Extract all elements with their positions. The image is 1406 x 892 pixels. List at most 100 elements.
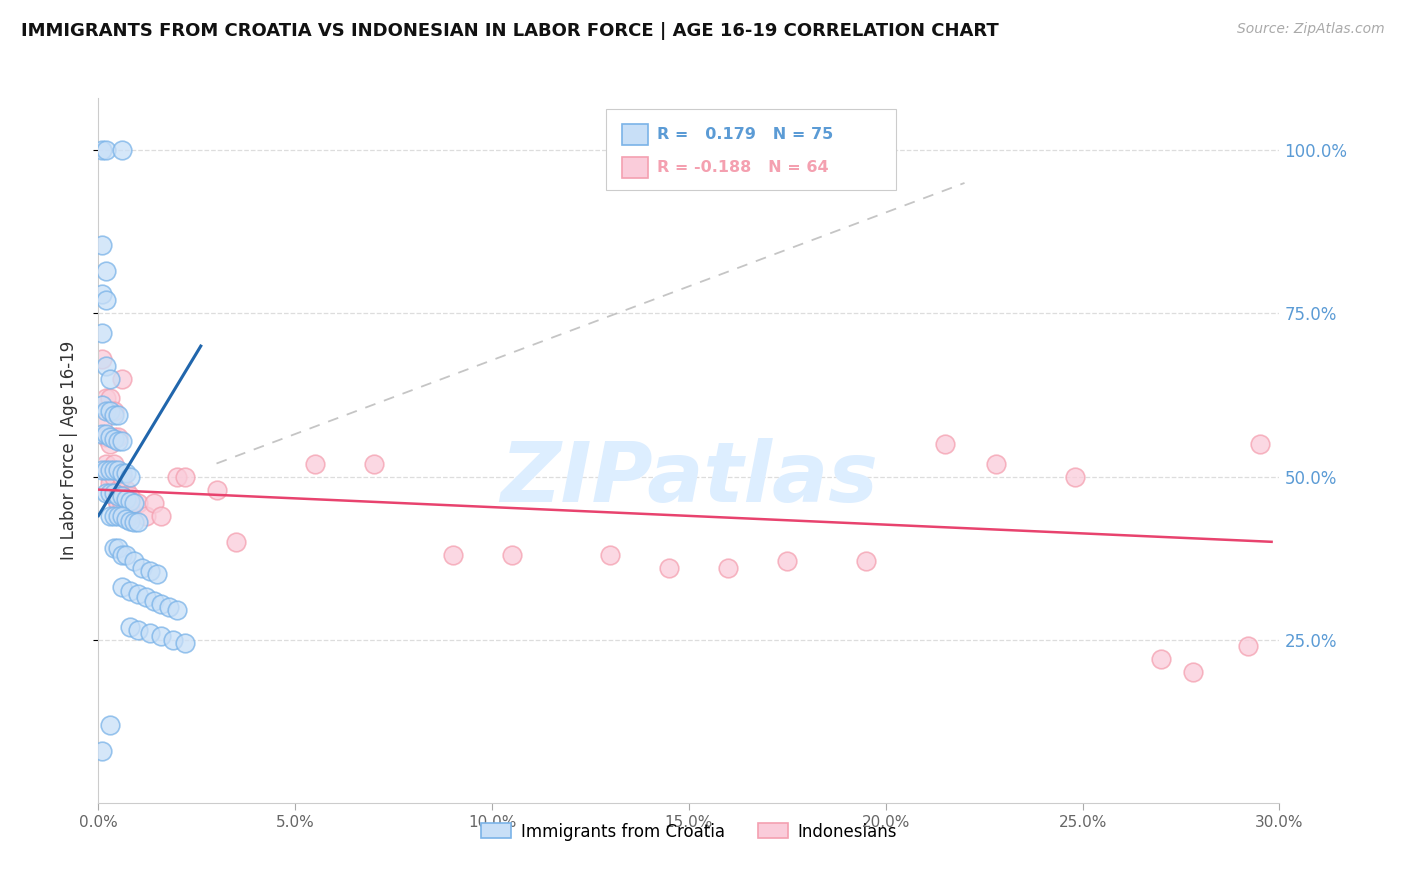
- Point: [103, 457, 125, 471]
- Point: [111, 467, 134, 481]
- FancyBboxPatch shape: [621, 157, 648, 178]
- Point: [91, 398, 114, 412]
- Point: [103, 432, 125, 446]
- Point: [115, 467, 138, 481]
- Point: [205, 483, 228, 497]
- Point: [174, 636, 197, 650]
- Point: [98, 486, 121, 500]
- Point: [150, 629, 173, 643]
- Point: [107, 463, 129, 477]
- Text: R =   0.179   N = 75: R = 0.179 N = 75: [657, 128, 834, 142]
- Point: [658, 561, 681, 575]
- Point: [135, 508, 157, 523]
- Point: [855, 554, 877, 568]
- Point: [1249, 437, 1271, 451]
- Point: [98, 469, 121, 483]
- Point: [96, 427, 118, 442]
- Point: [111, 581, 134, 595]
- Point: [1150, 652, 1173, 666]
- Point: [501, 548, 523, 562]
- Point: [91, 427, 114, 442]
- Y-axis label: In Labor Force | Age 16-19: In Labor Force | Age 16-19: [59, 341, 77, 560]
- Point: [107, 469, 129, 483]
- Point: [118, 583, 141, 598]
- Point: [107, 496, 129, 510]
- Point: [776, 554, 799, 568]
- Point: [111, 469, 134, 483]
- Point: [127, 587, 149, 601]
- Point: [98, 391, 121, 405]
- Point: [98, 476, 121, 491]
- Point: [118, 489, 141, 503]
- Point: [138, 564, 160, 578]
- Point: [103, 463, 125, 477]
- Point: [115, 512, 138, 526]
- Point: [118, 494, 141, 508]
- Point: [98, 430, 121, 444]
- Point: [111, 469, 134, 483]
- Point: [162, 632, 184, 647]
- Point: [103, 486, 125, 500]
- Point: [1237, 639, 1260, 653]
- Point: [131, 561, 153, 575]
- Point: [103, 404, 125, 418]
- Point: [150, 508, 173, 523]
- Text: IMMIGRANTS FROM CROATIA VS INDONESIAN IN LABOR FORCE | AGE 16-19 CORRELATION CHA: IMMIGRANTS FROM CROATIA VS INDONESIAN IN…: [21, 22, 998, 40]
- Point: [98, 404, 121, 418]
- Point: [103, 541, 125, 556]
- Point: [96, 463, 118, 477]
- Point: [107, 430, 129, 444]
- Point: [127, 515, 149, 529]
- Point: [118, 514, 141, 528]
- Text: R = -0.188   N = 64: R = -0.188 N = 64: [657, 160, 828, 175]
- Point: [166, 469, 188, 483]
- Point: [138, 626, 160, 640]
- Point: [111, 144, 134, 158]
- Point: [111, 496, 134, 510]
- Point: [118, 620, 141, 634]
- Point: [107, 434, 129, 448]
- Point: [91, 417, 114, 432]
- Point: [91, 144, 114, 158]
- Point: [984, 457, 1007, 471]
- Point: [122, 515, 145, 529]
- Point: [118, 502, 141, 516]
- FancyBboxPatch shape: [621, 124, 648, 145]
- Point: [96, 293, 118, 308]
- Point: [91, 326, 114, 340]
- Point: [1181, 665, 1204, 680]
- Point: [115, 489, 138, 503]
- Point: [103, 430, 125, 444]
- Point: [103, 408, 125, 422]
- Point: [135, 591, 157, 605]
- Point: [717, 561, 740, 575]
- Point: [111, 508, 134, 523]
- Point: [98, 437, 121, 451]
- Point: [111, 489, 134, 503]
- Point: [91, 352, 114, 367]
- Point: [103, 469, 125, 483]
- FancyBboxPatch shape: [606, 109, 896, 190]
- Point: [111, 548, 134, 562]
- Text: Source: ZipAtlas.com: Source: ZipAtlas.com: [1237, 22, 1385, 37]
- Point: [142, 593, 165, 607]
- Point: [107, 408, 129, 422]
- Point: [91, 286, 114, 301]
- Point: [107, 483, 129, 497]
- Point: [98, 717, 121, 731]
- Point: [115, 508, 138, 523]
- Point: [107, 541, 129, 556]
- Point: [96, 404, 118, 418]
- Point: [103, 508, 125, 523]
- Point: [115, 492, 138, 507]
- Point: [96, 391, 118, 405]
- Point: [225, 534, 247, 549]
- Point: [166, 603, 188, 617]
- Point: [98, 463, 121, 477]
- Point: [96, 359, 118, 373]
- Point: [107, 496, 129, 510]
- Legend: Immigrants from Croatia, Indonesians: Immigrants from Croatia, Indonesians: [474, 816, 904, 847]
- Point: [118, 469, 141, 483]
- Point: [96, 264, 118, 278]
- Point: [441, 548, 464, 562]
